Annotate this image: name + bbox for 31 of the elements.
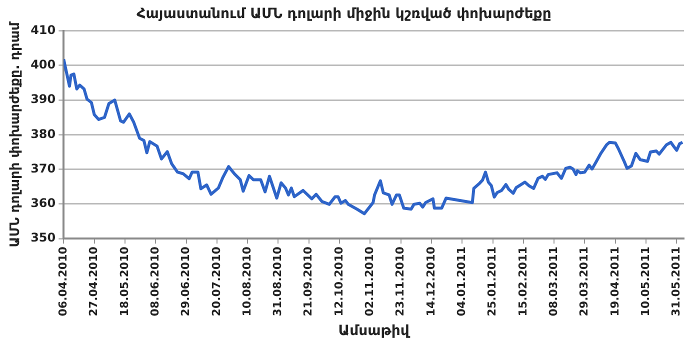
y-tick-label: 350 [30, 230, 56, 245]
x-tick-label: 27.04.2010 [87, 246, 100, 316]
x-tick-label: 19.04.2011 [608, 246, 622, 316]
x-tick-label: 14.12.2010 [424, 246, 438, 316]
x-tick-label: 29.03.2011 [578, 246, 591, 316]
x-tick-label: 20.07.2010 [210, 246, 223, 316]
x-tick-label: 06.04.2010 [56, 246, 70, 316]
y-axis-title: ԱՄՆ դոլարի փոխարժեքը. դրամ [8, 20, 24, 248]
x-tick-label: 10.05.2011 [638, 246, 652, 316]
y-tick-label: 400 [30, 58, 56, 72]
x-tick-label: 10.08.2010 [240, 246, 254, 316]
x-tick-label: 02.11.2010 [363, 246, 376, 316]
x-tick-label: 21.09.2010 [302, 246, 315, 316]
y-tick-label: 410 [30, 22, 56, 37]
y-tick-label: 390 [30, 92, 56, 106]
y-tick-label: 380 [30, 126, 56, 141]
chart-title: Հայաստանում ԱՄՆ դոլարի միջին կշռված փոխարժեքը [136, 6, 552, 22]
x-tick-label: 08.03.2011 [546, 246, 560, 316]
x-axis-title: Ամսաթիվ [338, 323, 410, 340]
x-tick-label: 31.05.2011 [670, 246, 683, 316]
x-tick-label: 08.06.2010 [148, 246, 162, 316]
x-tick-label: 12.10.2010 [332, 246, 346, 316]
x-tick-label: 18.05.2010 [118, 246, 131, 316]
x-tick-label: 23.11.2010 [394, 246, 407, 316]
x-tick-label: 04.01.2011 [454, 246, 468, 316]
x-tick-label: 25.01.2011 [486, 246, 499, 316]
x-tick-label: 29.06.2010 [179, 246, 192, 316]
x-tick-label: 31.08.2010 [271, 246, 284, 316]
x-tick-label: 15.02.2011 [516, 246, 530, 316]
y-tick-label: 360 [30, 196, 56, 210]
y-tick-label: 370 [30, 161, 56, 176]
